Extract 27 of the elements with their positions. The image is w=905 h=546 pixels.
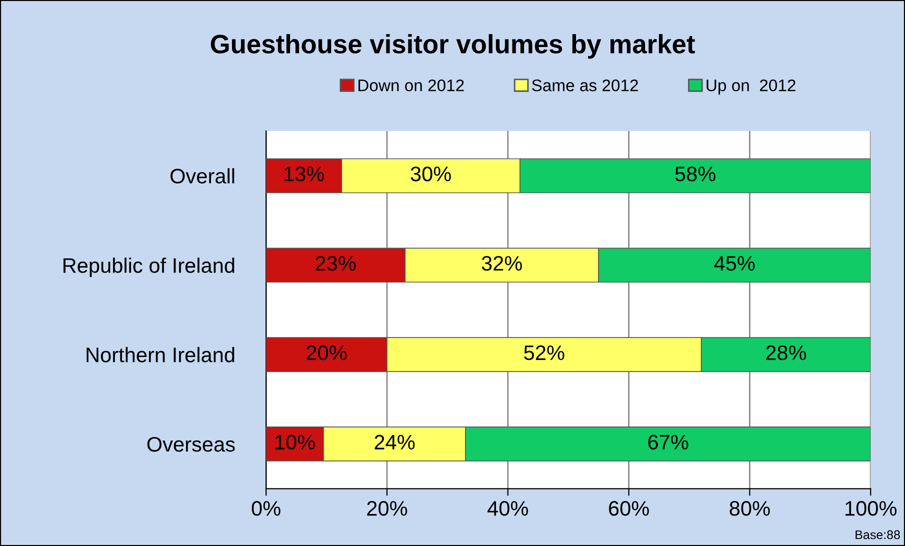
x-tick-label: 20% bbox=[367, 501, 408, 516]
x-tick-label: 100% bbox=[846, 501, 897, 516]
data-label: 23% bbox=[316, 256, 356, 271]
x-tick-label: 40% bbox=[488, 501, 528, 516]
legend-label: Same as 2012 bbox=[532, 79, 638, 92]
data-label: 20% bbox=[306, 345, 347, 360]
data-label: 10% bbox=[276, 434, 315, 450]
legend-label: Up on 2012 bbox=[706, 79, 796, 95]
legend-label: Down on 2012 bbox=[358, 79, 464, 92]
chart-title: Guesthouse visitor volumes by market bbox=[210, 34, 695, 59]
y-tick-label: Northern Ireland bbox=[86, 347, 234, 362]
y-tick-label: Overall bbox=[170, 168, 234, 184]
data-label: 13% bbox=[284, 166, 324, 182]
data-label: 52% bbox=[524, 345, 564, 360]
data-label: 67% bbox=[648, 434, 688, 450]
y-tick-label: Republic of Ireland bbox=[64, 258, 234, 278]
data-label: 30% bbox=[410, 166, 451, 182]
x-tick-label: 80% bbox=[730, 501, 770, 516]
data-label: 28% bbox=[766, 345, 806, 360]
text: Base:88 bbox=[856, 530, 900, 540]
data-label: 24% bbox=[374, 434, 415, 450]
x-tick-label: 60% bbox=[609, 501, 649, 516]
data-label: 58% bbox=[675, 166, 716, 182]
y-tick-label: Overseas bbox=[147, 436, 235, 452]
data-label: 32% bbox=[482, 256, 522, 271]
data-label: 45% bbox=[714, 256, 755, 271]
x-tick-label: 0% bbox=[252, 501, 280, 516]
